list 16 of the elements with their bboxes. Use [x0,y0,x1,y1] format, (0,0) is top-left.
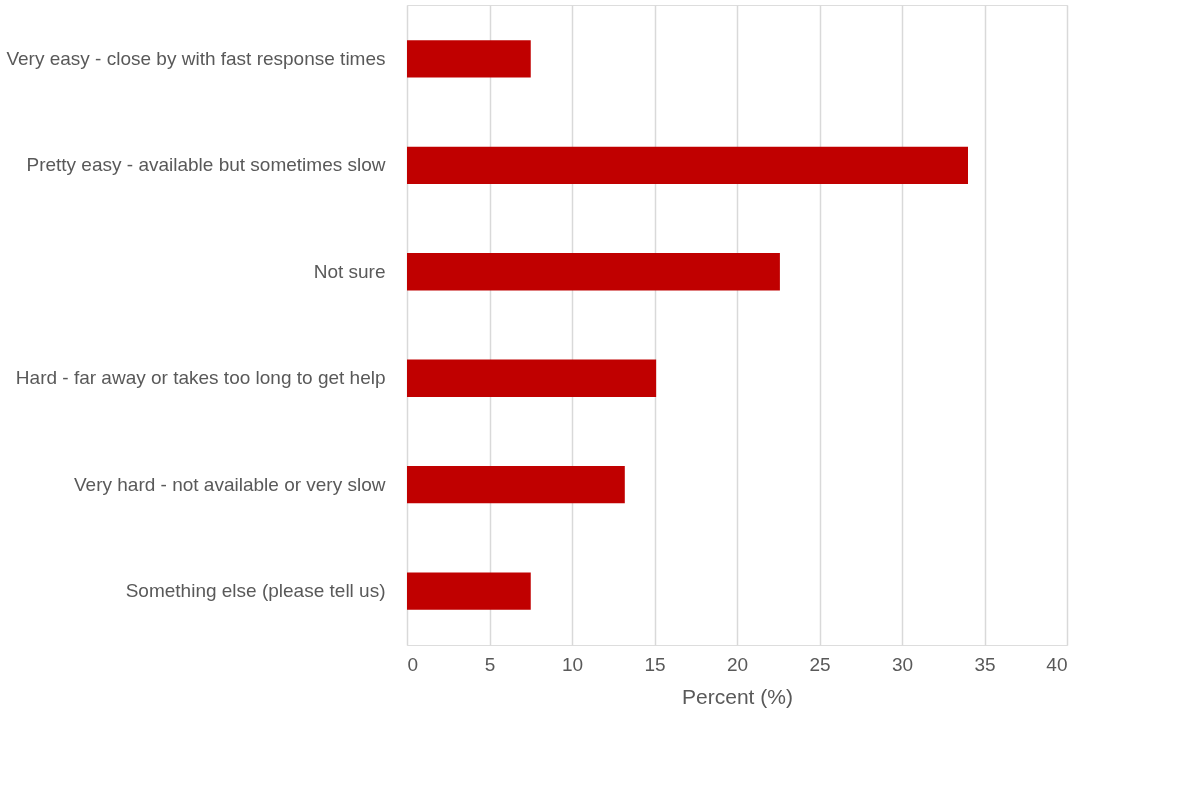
y-tick-label: Very easy - close by with fast response times [6,47,386,69]
x-tick-label: 40 [1046,653,1068,675]
x-tick-label: 30 [891,653,914,675]
x-tick-label: 25 [809,653,831,675]
x-tick-label: 35 [974,653,996,675]
y-tick-label: Something else (please tell us) [125,580,386,602]
x-tick-label: 10 [561,653,584,675]
x-tick-label: 0 [407,653,419,675]
x-tick-label: 5 [484,653,496,675]
x-tick-label: 15 [644,653,666,675]
y-tick-label: Very hard - not available or very slow [73,473,386,495]
y-tick-label: Not sure [313,260,386,282]
x-axis-title: Percent (%) [682,684,793,708]
y-tick-label: Pretty easy - available but sometimes slow [26,154,386,176]
x-tick-label: 20 [726,653,749,675]
y-tick-label: Hard - far away or takes too long to get help [15,367,386,389]
